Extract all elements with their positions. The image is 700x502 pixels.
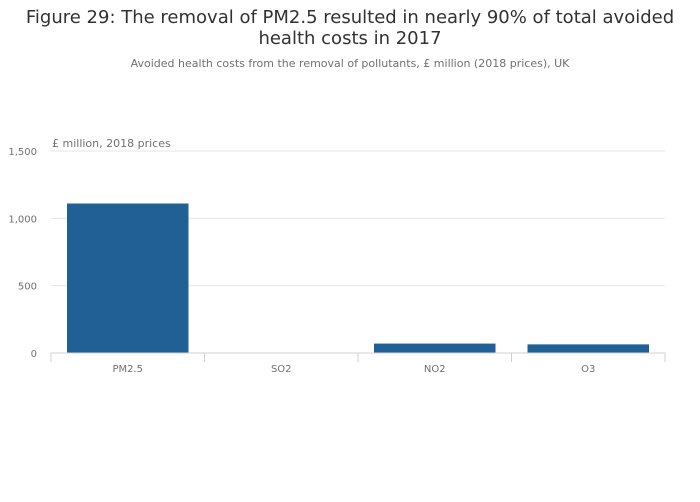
bar-no2: [374, 343, 496, 353]
y-axis-unit-label: £ million, 2018 prices: [52, 137, 171, 150]
x-tick-label: SO2: [271, 364, 292, 375]
bar-pm25: [67, 203, 189, 353]
x-tick-label: O3: [581, 364, 595, 375]
chart-subtitle: Avoided health costs from the removal of…: [130, 57, 570, 70]
y-tick-label: 500: [18, 282, 37, 293]
chart-title: Figure 29: The removal of PM2.5 resulted…: [25, 7, 675, 49]
x-tick-label: PM2.5: [112, 364, 143, 375]
bars: [67, 203, 649, 353]
x-tick-label: NO2: [424, 364, 446, 375]
x-axis: PM2.5 SO2 NO2 O3: [50, 352, 666, 375]
y-tick-label: 1,500: [8, 147, 37, 158]
bar-o3: [527, 344, 649, 353]
y-tick-label: 1,000: [8, 214, 37, 225]
y-axis-ticks: 0 500 1,000 1,500: [8, 147, 37, 360]
y-tick-label: 0: [31, 349, 37, 360]
